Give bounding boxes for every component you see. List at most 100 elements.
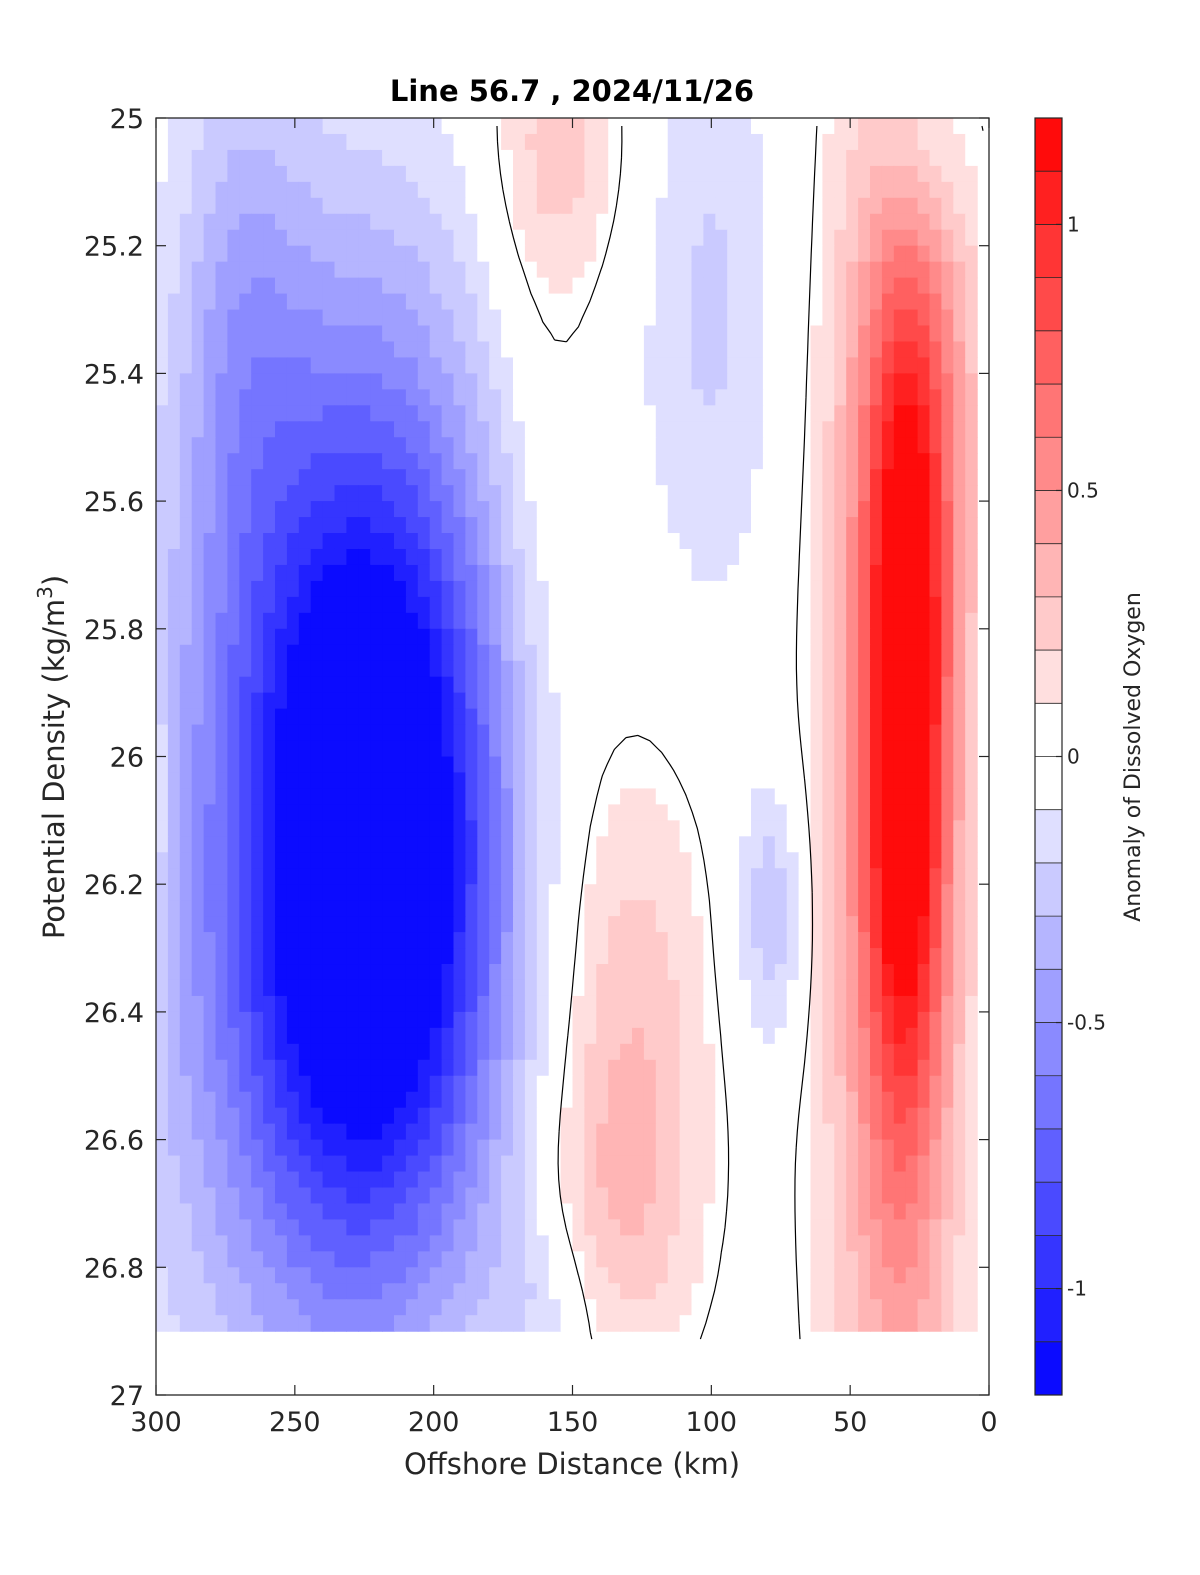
contour-cell bbox=[679, 1123, 693, 1141]
contour-cell bbox=[834, 964, 847, 981]
contour-cell bbox=[382, 1123, 395, 1141]
contour-cell bbox=[703, 1011, 716, 1029]
contour-cell bbox=[893, 676, 907, 694]
contour-cell bbox=[608, 293, 621, 311]
contour-cell bbox=[881, 820, 895, 837]
contour-cell bbox=[917, 1219, 931, 1236]
contour-cell bbox=[286, 1091, 300, 1109]
contour-cell bbox=[870, 756, 883, 774]
contour-cell bbox=[870, 165, 883, 183]
contour-cell bbox=[334, 469, 347, 486]
contour-cell bbox=[620, 437, 633, 454]
contour-cell bbox=[477, 948, 490, 965]
contour-cell bbox=[751, 469, 764, 486]
contour-cell bbox=[751, 533, 764, 550]
contour-cell bbox=[751, 1027, 764, 1045]
contour-cell bbox=[477, 245, 490, 263]
contour-cell bbox=[441, 1011, 455, 1029]
contour-cell bbox=[917, 1171, 931, 1189]
contour-cell bbox=[786, 900, 800, 917]
contour-cell bbox=[560, 213, 574, 231]
contour-cell bbox=[608, 118, 621, 135]
contour-cell bbox=[893, 357, 907, 374]
contour-cell bbox=[858, 979, 871, 997]
contour-cell bbox=[417, 533, 431, 550]
contour-cell bbox=[929, 389, 942, 406]
contour-cell bbox=[275, 708, 288, 726]
contour-cell bbox=[513, 564, 526, 582]
contour-cell bbox=[322, 118, 336, 135]
contour-cell bbox=[441, 932, 455, 949]
contour-cell bbox=[429, 1091, 443, 1109]
contour-cell bbox=[239, 1011, 252, 1029]
contour-cell bbox=[501, 708, 514, 726]
contour-cell bbox=[905, 1251, 919, 1268]
contour-cell bbox=[893, 708, 907, 726]
contour-cell bbox=[429, 245, 443, 263]
contour-cell bbox=[203, 1123, 217, 1141]
contour-cell bbox=[643, 788, 657, 805]
contour-cell bbox=[477, 1011, 490, 1029]
contour-cell bbox=[370, 485, 383, 502]
contour-cell bbox=[917, 373, 931, 390]
contour-cell bbox=[298, 357, 312, 374]
contour-cell bbox=[429, 852, 443, 869]
contour-cell bbox=[905, 596, 919, 614]
contour-cell bbox=[655, 197, 669, 215]
contour-cell bbox=[191, 1043, 205, 1061]
contour-cell bbox=[632, 820, 645, 837]
contour-cell bbox=[489, 820, 502, 837]
contour-cell bbox=[620, 373, 633, 390]
contour-cell bbox=[298, 437, 312, 454]
contour-cell bbox=[905, 389, 919, 406]
contour-cell bbox=[953, 1107, 966, 1125]
contour-cell bbox=[905, 916, 919, 933]
contour-cell bbox=[632, 916, 645, 933]
contour-cell bbox=[727, 995, 740, 1013]
contour-cell bbox=[298, 229, 312, 247]
contour-cell bbox=[405, 1043, 419, 1061]
contour-cell bbox=[858, 1123, 871, 1141]
contour-cell bbox=[477, 995, 490, 1013]
contour-cell bbox=[893, 1187, 907, 1205]
contour-cell bbox=[417, 788, 431, 805]
contour-cell bbox=[227, 868, 240, 885]
contour-cell bbox=[215, 517, 228, 534]
contour-cell bbox=[227, 357, 240, 374]
contour-cell bbox=[703, 932, 716, 949]
contour-cell bbox=[632, 501, 645, 518]
contour-cell bbox=[286, 979, 300, 997]
contour-cell bbox=[751, 995, 764, 1013]
contour-cell bbox=[667, 293, 681, 311]
contour-cell bbox=[358, 900, 371, 917]
contour-cell bbox=[560, 804, 574, 821]
contour-cell bbox=[382, 1267, 395, 1284]
contour-cell bbox=[310, 389, 324, 406]
contour-cell bbox=[798, 165, 812, 183]
contour-cell bbox=[239, 772, 252, 790]
contour-cell bbox=[751, 405, 764, 422]
contour-cell bbox=[239, 1059, 252, 1077]
contour-cell bbox=[156, 1123, 169, 1141]
contour-cell bbox=[548, 916, 562, 933]
contour-cell bbox=[334, 118, 347, 135]
contour-cell bbox=[751, 884, 764, 901]
contour-cell bbox=[536, 229, 550, 247]
contour-cell bbox=[501, 916, 514, 933]
contour-cell bbox=[286, 788, 300, 805]
contour-cell bbox=[679, 724, 693, 742]
contour-cell bbox=[727, 1123, 740, 1141]
contour-cell bbox=[560, 469, 574, 486]
contour-cell bbox=[751, 373, 764, 390]
contour-cell bbox=[417, 1187, 431, 1205]
contour-cell bbox=[572, 1139, 585, 1157]
contour-cell bbox=[441, 373, 455, 390]
contour-cell bbox=[453, 1171, 466, 1189]
contour-cell bbox=[632, 197, 645, 215]
contour-cell bbox=[965, 501, 978, 518]
contour-cell bbox=[893, 564, 907, 582]
contour-cell bbox=[310, 118, 324, 135]
contour-cell bbox=[917, 596, 931, 614]
contour-cell bbox=[417, 118, 431, 135]
contour-cell bbox=[822, 644, 835, 662]
